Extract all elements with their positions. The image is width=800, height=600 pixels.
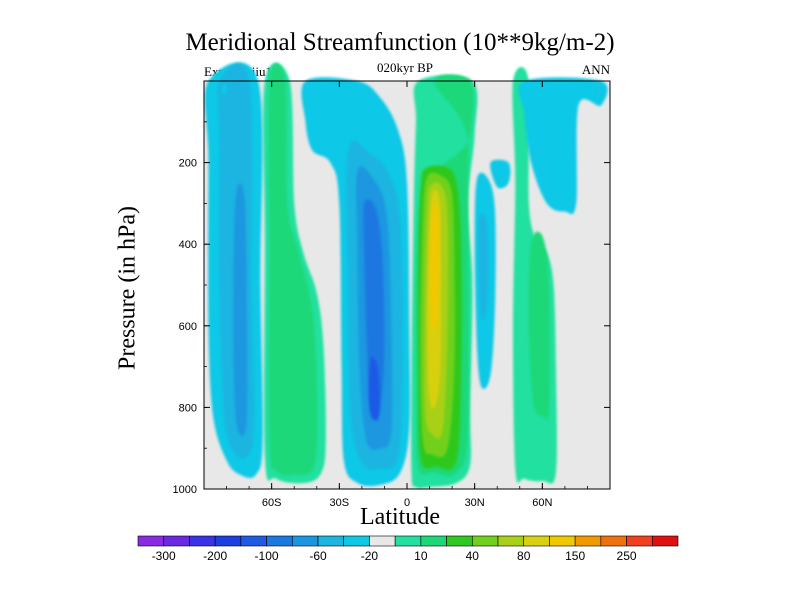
colorbar-swatch <box>189 535 216 547</box>
contour-region <box>490 159 511 189</box>
colorbar-swatch <box>163 535 190 547</box>
colorbar-swatch <box>549 535 576 547</box>
contour-fields <box>204 62 608 489</box>
colorbar-swatch <box>651 535 679 547</box>
colorbar-label: 150 <box>565 549 585 563</box>
colorbar-label: -20 <box>361 549 379 563</box>
x-tick-label: 0 <box>404 497 410 509</box>
colorbar: -300 -200 -100 -60 -20 10 40 80 150 250 <box>137 535 679 563</box>
colorbar-swatch <box>317 535 345 547</box>
y-tick-label: 200 <box>179 158 197 170</box>
colorbar-label: -60 <box>309 549 327 563</box>
colorbar-label: 250 <box>617 549 637 563</box>
chart-title: Meridional Streamfunction (10**9kg/m-2) <box>185 29 615 56</box>
contour-region <box>268 63 318 476</box>
time-label: 020kyr BP <box>377 60 433 75</box>
contour-region <box>478 213 489 320</box>
colorbar-label: 40 <box>466 549 480 563</box>
colorbar-swatch <box>369 535 396 547</box>
colorbar-swatch <box>394 535 422 547</box>
contour-region <box>368 356 380 421</box>
season-label: ANN <box>581 62 610 77</box>
colorbar-swatch <box>574 535 602 547</box>
colorbar-swatch <box>420 535 447 547</box>
x-tick-label: 60N <box>532 497 552 509</box>
contour-region <box>518 77 608 215</box>
colorbar-label: -300 <box>152 549 176 563</box>
y-tick-label: 800 <box>179 402 197 414</box>
contour-region <box>221 84 228 95</box>
colorbar-label: -100 <box>255 549 279 563</box>
colorbar-swatch <box>266 535 293 547</box>
colorbar-swatch <box>446 535 473 547</box>
colorbar-label: 80 <box>517 549 531 563</box>
x-tick-label: 30N <box>465 497 485 509</box>
contour-region <box>429 203 440 333</box>
contour-region <box>595 88 602 99</box>
colorbar-label: -200 <box>203 549 227 563</box>
x-tick-label: 30S <box>330 497 350 509</box>
colorbar-swatch <box>214 535 242 547</box>
colorbar-swatch <box>523 535 550 547</box>
colorbar-swatch <box>626 535 653 547</box>
x-axis-label: Latitude <box>360 504 440 530</box>
colorbar-swatch <box>600 535 627 547</box>
x-tick-label: 60S <box>262 497 282 509</box>
contour-region <box>233 183 248 436</box>
axes: 60S 30S 0 30N 60N 200 400 600 800 1000 <box>173 81 611 509</box>
contour-region <box>528 231 550 420</box>
colorbar-swatch <box>137 535 165 547</box>
colorbar-swatch <box>471 535 499 547</box>
colorbar-swatch <box>240 535 267 547</box>
y-tick-label: 600 <box>179 321 197 333</box>
contour-region <box>363 199 385 416</box>
colorbar-swatch <box>291 535 319 547</box>
colorbar-swatch <box>343 535 370 547</box>
y-tick-label: 400 <box>179 239 197 251</box>
y-tick-label: 1000 <box>173 484 197 496</box>
colorbar-label: 10 <box>414 549 428 563</box>
colorbar-swatch <box>497 535 525 547</box>
